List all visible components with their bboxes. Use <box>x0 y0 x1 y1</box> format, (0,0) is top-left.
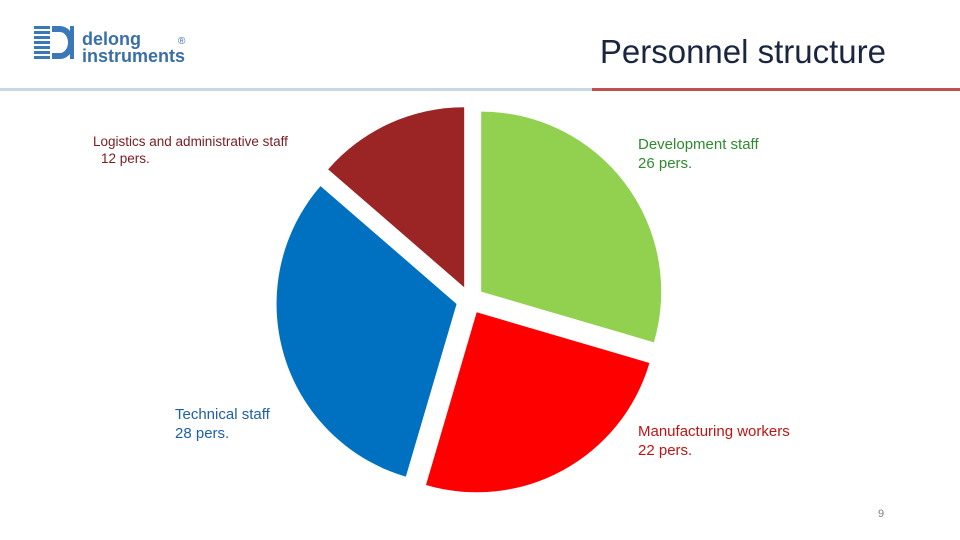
logo-text-line1: delong <box>82 29 141 49</box>
pie-slice-development <box>481 111 662 343</box>
header-divider-blue <box>0 88 592 91</box>
slice-label-manufacturing-value: 22 pers. <box>638 442 693 459</box>
slice-label-development: Development staff 26 pers. <box>638 135 759 173</box>
slice-label-admin-value: 12 pers. <box>101 151 150 166</box>
slice-label-technical-value: 28 pers. <box>175 425 230 442</box>
slice-label-manufacturing: Manufacturing workers 22 pers. <box>638 422 790 460</box>
pie-slice-admin <box>328 107 465 288</box>
logo-mark-icon <box>34 26 74 59</box>
header-divider-red <box>592 88 960 91</box>
slice-label-development-value: 26 pers. <box>638 155 693 172</box>
slice-label-technical: Technical staff 28 pers. <box>175 405 270 443</box>
pie-slice-manufacturing <box>425 312 650 493</box>
company-logo: delong instruments ® <box>32 22 192 68</box>
logo-text-line2: instruments <box>82 46 186 66</box>
slice-label-development-name: Development staff <box>638 136 759 153</box>
registered-mark: ® <box>178 36 186 47</box>
slice-label-technical-name: Technical staff <box>175 406 270 423</box>
slice-label-admin: Logistics and administrative staff 12 pe… <box>93 133 288 167</box>
logo-text: delong instruments <box>82 29 186 66</box>
slice-label-manufacturing-name: Manufacturing workers <box>638 423 790 440</box>
page-number: 9 <box>878 508 885 520</box>
pie-slice-technical <box>276 186 457 477</box>
slice-label-admin-name: Logistics and administrative staff <box>93 134 288 149</box>
page-title: Personnel structure <box>599 33 886 70</box>
